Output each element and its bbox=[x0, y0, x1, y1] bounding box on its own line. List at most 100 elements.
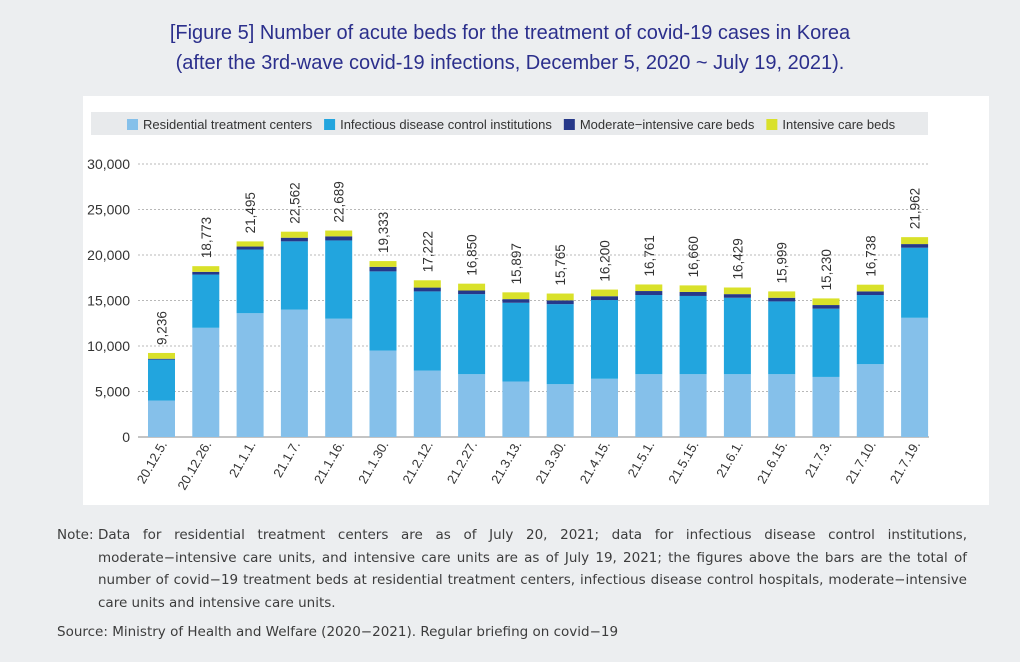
x-tick-label: 21.7.10. bbox=[842, 438, 878, 486]
bar-segment-3 bbox=[236, 246, 264, 250]
x-tick-label: 21.3.13. bbox=[488, 438, 524, 486]
bar-segment-4 bbox=[812, 298, 840, 306]
bar-total-label: 16,200 bbox=[598, 240, 613, 281]
bar-segment-1 bbox=[280, 309, 308, 437]
legend-swatch-3 bbox=[563, 119, 575, 130]
note-label: Note: bbox=[57, 527, 94, 543]
x-tick-label: 21.2.27. bbox=[444, 438, 480, 486]
legend-label-2: Infectious disease control institutions bbox=[340, 117, 552, 132]
bar-segment-1 bbox=[413, 370, 441, 437]
x-tick-label: 21.7.3. bbox=[802, 438, 835, 480]
bar-total-label: 22,689 bbox=[332, 181, 347, 222]
bar-segment-3 bbox=[856, 291, 884, 296]
bar-segment-2 bbox=[236, 249, 264, 314]
y-tick-label: 0 bbox=[122, 429, 130, 445]
y-tick-label: 5,000 bbox=[95, 384, 130, 400]
bar-segment-3 bbox=[546, 300, 574, 305]
bar-segment-1 bbox=[856, 364, 884, 437]
bar-total-label: 15,999 bbox=[775, 242, 790, 283]
stacked-bar-chart: Residential treatment centers Infectious … bbox=[87, 112, 929, 492]
bar-segment-1 bbox=[236, 313, 264, 437]
x-tick-label: 21.4.15. bbox=[577, 438, 613, 486]
bar-segment-4 bbox=[856, 284, 884, 292]
chart-source: Source: Ministry of Health and Welfare (… bbox=[57, 624, 619, 640]
bar-segment-2 bbox=[812, 308, 840, 377]
chart-title-line-1: [Figure 5] Number of acute beds for the … bbox=[169, 22, 851, 44]
y-tick-label: 10,000 bbox=[87, 338, 130, 354]
bar-segment-4 bbox=[236, 241, 264, 247]
y-tick-label: 20,000 bbox=[87, 247, 130, 263]
bar-segment-4 bbox=[591, 289, 618, 297]
x-tick-label: 21.1.16. bbox=[311, 438, 347, 486]
x-tick-label: 21.6.15. bbox=[754, 438, 790, 486]
bar-segment-4 bbox=[502, 292, 530, 300]
bar-segment-3 bbox=[768, 297, 796, 302]
bar-total-label: 15,765 bbox=[553, 244, 568, 285]
bar-segment-1 bbox=[723, 374, 751, 437]
bar-segment-4 bbox=[148, 352, 175, 359]
bar-total-label: 22,562 bbox=[287, 182, 302, 223]
bar-total-label: 15,230 bbox=[819, 249, 834, 290]
x-tick-label: 20.12.5. bbox=[134, 438, 170, 486]
bar-segment-4 bbox=[458, 283, 486, 291]
bar-segment-3 bbox=[723, 294, 751, 298]
bar-segment-2 bbox=[458, 294, 486, 375]
y-tick-label: 25,000 bbox=[87, 202, 130, 218]
bar-segment-3 bbox=[502, 299, 530, 303]
x-tick-label: 21.2.12. bbox=[399, 438, 435, 486]
bar-total-label: 16,850 bbox=[465, 234, 480, 275]
bar-segment-4 bbox=[901, 237, 929, 245]
bar-segment-2 bbox=[325, 240, 353, 319]
legend-label-3: Moderate−intensive care beds bbox=[580, 117, 755, 132]
x-tick-label: 21.5.15. bbox=[665, 438, 701, 486]
bar-total-label: 21,495 bbox=[243, 192, 258, 233]
bar-segment-1 bbox=[502, 381, 530, 437]
x-tick-label: 21.5.1. bbox=[625, 438, 658, 480]
bar-segment-2 bbox=[280, 241, 308, 310]
note-text: Data for residential treatment centers a… bbox=[98, 527, 967, 611]
bar-segment-2 bbox=[546, 304, 574, 385]
legend-label-1: Residential treatment centers bbox=[143, 117, 313, 132]
bar-total-label: 17,222 bbox=[420, 231, 435, 272]
bar-segment-1 bbox=[148, 400, 175, 437]
bar-total-label: 18,773 bbox=[199, 217, 214, 258]
bar-segment-4 bbox=[546, 293, 574, 301]
bar-segment-3 bbox=[679, 291, 707, 296]
legend-label-4: Intensive care beds bbox=[782, 117, 895, 132]
bar-segment-2 bbox=[768, 301, 796, 375]
bar-total-label: 15,897 bbox=[509, 243, 524, 284]
legend-band bbox=[91, 112, 928, 135]
bar-segment-3 bbox=[325, 236, 353, 241]
bar-segment-2 bbox=[591, 300, 618, 379]
bar-total-label: 16,429 bbox=[730, 238, 745, 279]
bar-segment-4 bbox=[369, 261, 397, 267]
bar-segment-2 bbox=[856, 295, 884, 365]
x-tick-label: 21.1.7. bbox=[270, 438, 303, 480]
bar-segment-3 bbox=[812, 305, 840, 309]
bar-segment-3 bbox=[413, 287, 441, 292]
bar-segment-3 bbox=[192, 271, 220, 275]
bar-segment-2 bbox=[679, 295, 707, 375]
bar-segment-1 bbox=[635, 374, 663, 437]
bar-segment-1 bbox=[812, 376, 840, 437]
x-tick-label: 21.3.30. bbox=[532, 438, 568, 486]
bar-segment-1 bbox=[768, 374, 796, 437]
chart-note: Note: Data for residential treatment cen… bbox=[57, 524, 967, 614]
bar-segment-1 bbox=[192, 327, 220, 437]
bar-segment-1 bbox=[458, 374, 486, 437]
bar-segment-2 bbox=[635, 295, 663, 375]
bar-segment-1 bbox=[591, 378, 618, 437]
legend-swatch-2 bbox=[324, 119, 336, 130]
bar-segment-1 bbox=[325, 318, 353, 437]
bar-segment-3 bbox=[635, 291, 663, 296]
bar-segment-2 bbox=[901, 247, 929, 318]
bar-segment-4 bbox=[723, 287, 751, 295]
x-tick-label: 21.6.1. bbox=[713, 438, 746, 480]
y-tick-label: 30,000 bbox=[87, 156, 130, 172]
bar-segment-4 bbox=[280, 231, 308, 238]
legend-swatch-4 bbox=[766, 119, 778, 130]
bar-segment-4 bbox=[325, 230, 353, 237]
bar-segment-4 bbox=[635, 284, 663, 292]
bar-segment-2 bbox=[502, 302, 530, 382]
bar-segment-3 bbox=[591, 296, 618, 301]
